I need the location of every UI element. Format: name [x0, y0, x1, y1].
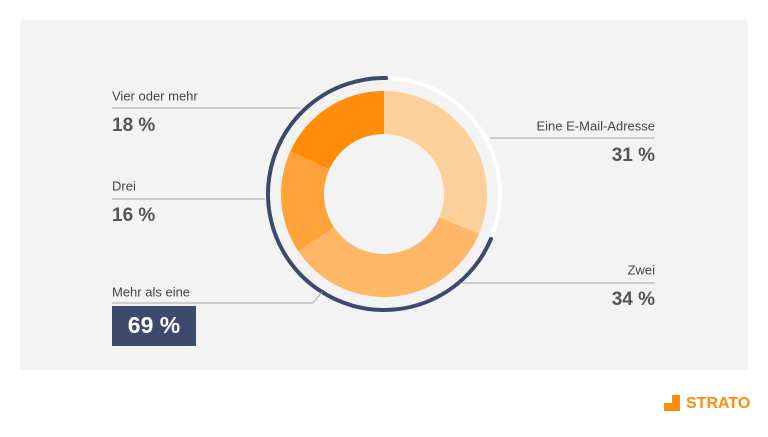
slice-label: Drei	[112, 178, 136, 193]
slice-label: Zwei	[628, 262, 656, 277]
annotation-leader	[112, 291, 323, 304]
donut-slice	[384, 91, 487, 234]
brand-logo-cut	[664, 395, 672, 403]
annotation-arc	[266, 76, 493, 312]
donut-slice	[290, 91, 384, 170]
donut-slice	[298, 217, 480, 298]
outer-ring	[383, 76, 502, 240]
slice-label: Vier oder mehr	[112, 88, 198, 103]
annotation-box	[112, 306, 196, 346]
slice-value: 31 %	[612, 145, 655, 166]
slice-value: 16 %	[112, 205, 155, 226]
annotation-label: Mehr als eine	[112, 284, 190, 299]
donut-slice	[280, 151, 335, 252]
annotation-value: 69 %	[128, 312, 180, 338]
slice-label: Eine E-Mail-Adresse	[537, 118, 656, 133]
brand-name: STRATO	[686, 395, 750, 412]
slice-value: 34 %	[612, 289, 655, 310]
slice-value: 18 %	[112, 115, 155, 136]
